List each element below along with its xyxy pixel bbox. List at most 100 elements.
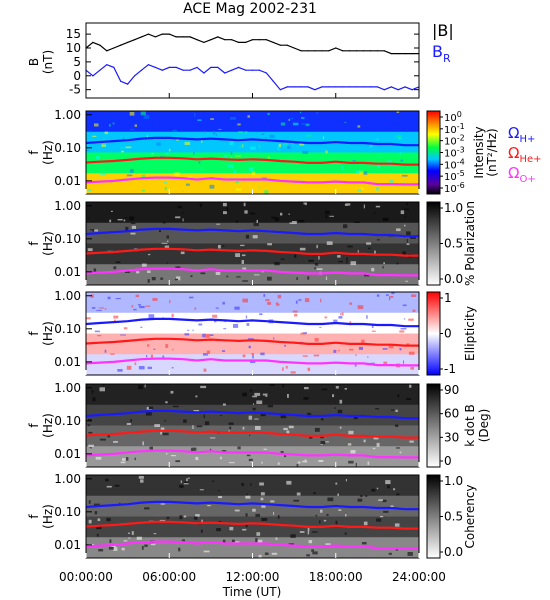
- data-point: [286, 44, 288, 46]
- data-point: [120, 44, 122, 46]
- spectrogram-cell: [109, 123, 111, 127]
- data-point: [217, 36, 219, 38]
- spectrogram-cell: [357, 498, 363, 502]
- spectrogram-cell: [406, 243, 410, 245]
- spectrogram-cell: [192, 329, 194, 331]
- spectrogram-cell: [194, 113, 196, 117]
- spectrogram-cell: [263, 294, 266, 297]
- spectrogram-cell: [261, 177, 267, 179]
- spectrogram-cell: [160, 277, 164, 280]
- y-tick-label: 0.10: [54, 141, 81, 155]
- colorbar-label-units: (nT²/Hz): [485, 128, 499, 176]
- spectrogram-cell: [357, 250, 359, 253]
- spectrogram-cell: [304, 298, 310, 303]
- spectrogram-cell: [389, 179, 394, 183]
- spectrogram-cell: [337, 350, 340, 352]
- spectrogram-cell: [308, 540, 313, 544]
- colorbar-tick-label: 60: [444, 407, 459, 421]
- spectrogram-cell: [162, 432, 169, 436]
- spectrogram-cell: [318, 460, 324, 462]
- colorbar-label: Intensity: [472, 126, 486, 178]
- spectrogram-cell: [230, 155, 232, 159]
- spectrogram-cell: [220, 456, 222, 460]
- data-point: [362, 86, 365, 88]
- bfield-xticks: [85, 93, 420, 98]
- spectrogram-texture: [86, 111, 408, 194]
- y-tick-label: -5: [69, 83, 81, 97]
- y-tick-label: 15: [66, 27, 81, 41]
- spectrogram-cell: [258, 144, 261, 149]
- spectrogram-cell: [365, 495, 368, 497]
- spectrogram-cell: [241, 483, 244, 487]
- spectrogram-cell: [400, 210, 405, 215]
- legend-o-plus-sub: O+: [519, 174, 535, 185]
- spectrogram-cell: [300, 111, 302, 114]
- spectrogram-cell: [186, 478, 188, 482]
- spectrogram-cell: [318, 255, 320, 260]
- spectrogram-cell: [294, 254, 297, 258]
- spectrogram-cell: [295, 300, 298, 304]
- spectrogram-cell: [164, 186, 167, 191]
- spectrogram-cell: [151, 277, 156, 281]
- spectrogram-cell: [236, 276, 241, 278]
- spectrogram-cell: [126, 365, 132, 370]
- spectrogram-cell: [184, 141, 191, 145]
- spectrogram-cell: [112, 122, 115, 125]
- spectrogram-cell: [389, 297, 391, 301]
- spectrogram-cell: [216, 528, 221, 532]
- spectrogram-cell: [403, 318, 406, 320]
- spectrogram-cell: [345, 514, 347, 517]
- spectrogram-cell: [341, 312, 344, 316]
- data-point: [328, 86, 330, 88]
- spectrogram-cell: [376, 487, 379, 490]
- spectrogram-panels: 1.000.100.01f (Hz)10010-110-210-310-410-5…: [27, 108, 499, 559]
- spectrogram-cell: [98, 307, 104, 309]
- spectrogram-cell: [293, 142, 299, 144]
- spectrogram-cell: [269, 384, 275, 386]
- colorbar-tick-label: 1.0: [444, 201, 463, 215]
- spectrogram-cell: [379, 516, 384, 518]
- spectrogram-cell: [357, 305, 364, 310]
- data-point: [175, 66, 177, 68]
- spectrogram-cell: [218, 496, 223, 499]
- spectrogram-cell: [148, 314, 155, 319]
- spectrogram-cell: [410, 366, 414, 370]
- spectrogram-cell: [233, 180, 237, 182]
- spectrogram-cell: [313, 492, 316, 495]
- data-point: [362, 50, 365, 52]
- data-point: [265, 39, 267, 41]
- colorbar-tick-exponent: -3: [457, 146, 465, 155]
- colorbar-label: k dot B: [463, 404, 477, 446]
- spectrogram-cell: [265, 393, 268, 397]
- spectrogram-cell: [325, 276, 328, 280]
- spectrogram-cell: [382, 348, 388, 350]
- legend-he-plus-sub: He+: [519, 154, 541, 165]
- spectrogram-cell: [144, 384, 146, 388]
- spectrogram-cell: [399, 330, 405, 333]
- spectrogram-cell: [86, 317, 91, 320]
- spectrogram-cell: [141, 174, 146, 178]
- data-point: [404, 86, 406, 88]
- spectrogram-cell: [376, 294, 380, 297]
- spectrogram-cell: [239, 146, 243, 148]
- spectrogram-cell: [110, 210, 113, 212]
- figure-title: ACE Mag 2002-231: [183, 1, 317, 17]
- spectrogram-cell: [131, 531, 134, 535]
- spectrogram-cell: [191, 447, 197, 451]
- spectrogram-cell: [360, 495, 363, 497]
- spectrogram-cell: [203, 414, 205, 419]
- spectrogram-cell: [247, 115, 250, 118]
- spectrogram-cell: [280, 451, 284, 455]
- spectrogram-cell: [95, 457, 102, 460]
- spectrogram-cell: [326, 514, 329, 516]
- spectrogram-cell: [242, 426, 245, 430]
- spectrogram-cell: [255, 538, 258, 543]
- data-point: [231, 69, 233, 71]
- spectrogram-cell: [267, 404, 273, 408]
- spectrogram-band: [86, 202, 419, 224]
- spectrogram-cell: [246, 155, 248, 158]
- spectrogram-cell: [149, 446, 153, 450]
- panel-ylabel-bottom: (Hz): [41, 504, 55, 529]
- spectrogram-cell: [123, 540, 128, 542]
- spectrogram-cell: [302, 332, 307, 334]
